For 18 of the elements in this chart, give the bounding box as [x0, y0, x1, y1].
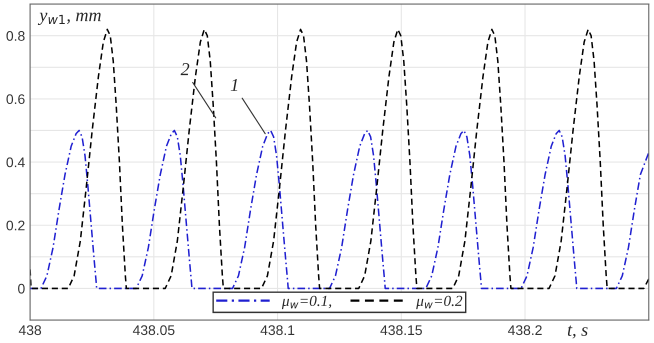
y-axis-title: y$_{w1}$, mm	[38, 12, 101, 25]
annotation: 1	[230, 78, 238, 91]
y-tick-label: 0.4	[6, 157, 25, 168]
legend-label: μ$_{w}$=0.1,	[282, 296, 332, 310]
x-tick-label: 438	[18, 325, 42, 336]
y-tick-label: 0	[18, 284, 25, 294]
x-axis-title: t, s	[568, 326, 588, 338]
x-tick-label: 438.05	[132, 325, 174, 336]
legend-label: μ$_{w}$=0.2	[416, 296, 462, 310]
y-tick-label: 0.6	[6, 94, 25, 104]
annotation: 2	[180, 63, 190, 76]
line-series	[30, 28, 649, 290]
y-tick-label: 0.2	[6, 220, 25, 230]
x-tick-label: 438.1	[260, 325, 294, 336]
y-tick-label: 0.8	[6, 31, 25, 41]
line-series	[30, 130, 649, 290]
x-tick-label: 438.15	[380, 325, 422, 336]
x-tick-label: 438.2	[508, 325, 542, 336]
